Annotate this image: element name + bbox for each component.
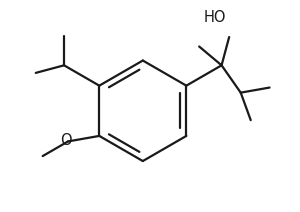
Text: O: O (60, 133, 72, 148)
Text: HO: HO (203, 10, 226, 25)
